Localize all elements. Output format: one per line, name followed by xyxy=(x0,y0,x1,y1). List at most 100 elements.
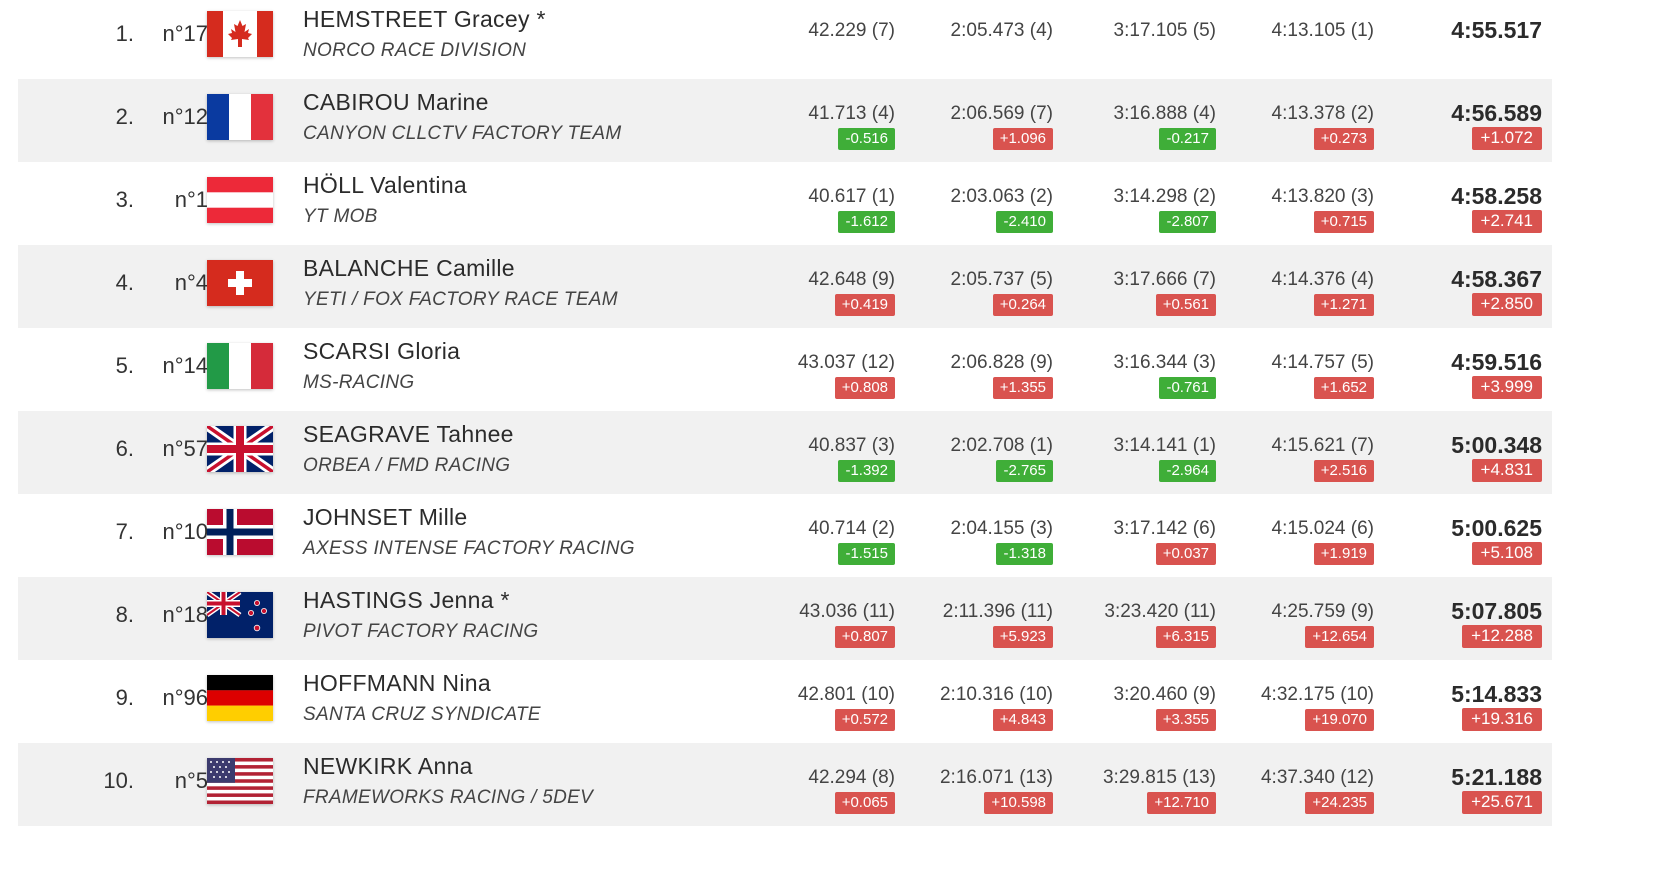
result-row[interactable]: 6. n°57 SEAGRAVE Tahnee ORBEA / FMD RACING 4… xyxy=(18,411,1552,494)
team-name: MS-RACING xyxy=(303,372,415,393)
final-time-cell: 4:58.367 +2.850 xyxy=(1378,245,1542,328)
rank-number: 10. xyxy=(103,768,134,793)
split-2-delta-badge: -2.410 xyxy=(996,211,1053,233)
split-3-cell: 3:14.141 (1) -2.964 xyxy=(1058,411,1216,494)
split-2-time: 2:04.155 (3) xyxy=(950,518,1053,539)
final-time: 4:58.258 xyxy=(1451,183,1542,209)
rank-number: 6. xyxy=(115,436,134,461)
split-3-time: 3:14.141 (1) xyxy=(1113,435,1216,456)
rank-number: 1. xyxy=(115,21,134,46)
split-3-delta-badge: +0.037 xyxy=(1155,543,1216,565)
split-1-cell: 40.714 (2) -1.515 xyxy=(718,494,895,577)
rider-name[interactable]: NEWKIRK Anna xyxy=(303,753,473,779)
team-name: YETI / FOX FACTORY RACE TEAM xyxy=(303,289,618,310)
split-3-delta-badge: +0.561 xyxy=(1155,294,1216,316)
split-1-time: 40.837 (3) xyxy=(808,435,895,456)
split-3-time: 3:23.420 (11) xyxy=(1104,601,1216,622)
final-gap-badge: +2.741 xyxy=(1471,210,1542,233)
split-2-delta-badge: +1.355 xyxy=(992,377,1053,399)
split-3-delta-badge: -2.964 xyxy=(1159,460,1216,482)
split-1-cell: 40.837 (3) -1.392 xyxy=(718,411,895,494)
bib-number: n°5 xyxy=(174,768,208,793)
result-row[interactable]: 4. n°4 BALANCHE Camille YETI / FOX FACTORY … xyxy=(18,245,1552,328)
rider-name[interactable]: SCARSI Gloria xyxy=(303,338,461,364)
split-4-cell: 4:15.621 (7) +2.516 xyxy=(1218,411,1374,494)
final-time: 5:21.188 xyxy=(1451,764,1542,790)
rider-name[interactable]: CABIROU Marine xyxy=(303,89,489,115)
final-time-cell: 5:21.188 +25.671 xyxy=(1378,743,1542,826)
split-4-time: 4:14.376 (4) xyxy=(1271,269,1374,290)
result-row[interactable]: 10. n°5 NEWKIRK Anna FRAMEWORKS RACING / 5D… xyxy=(18,743,1552,826)
switzerland-flag-icon xyxy=(207,260,273,306)
split-1-delta-badge: -0.516 xyxy=(838,128,895,150)
final-time-cell: 5:07.805 +12.288 xyxy=(1378,577,1542,660)
bib-number: n°10 xyxy=(162,519,208,544)
split-1-delta-badge: -1.392 xyxy=(838,460,895,482)
split-2-cell: 2:10.316 (10) +4.843 xyxy=(898,660,1053,743)
rider-name[interactable]: JOHNSET Mille xyxy=(303,504,468,530)
split-3-cell: 3:17.142 (6) +0.037 xyxy=(1058,494,1216,577)
result-row[interactable]: 9. n°96 HOFFMANN Nina SANTA CRUZ SYNDICATE 4… xyxy=(18,660,1552,743)
team-name: CANYON CLLCTV FACTORY TEAM xyxy=(303,123,622,144)
split-4-delta-badge: +19.070 xyxy=(1305,709,1374,731)
split-1-cell: 43.036 (11) +0.807 xyxy=(718,577,895,660)
bib-number: n°96 xyxy=(162,685,208,710)
final-time: 4:56.589 xyxy=(1451,100,1542,126)
rider-name[interactable]: HASTINGS Jenna * xyxy=(303,587,510,613)
split-4-time: 4:15.621 (7) xyxy=(1271,435,1374,456)
split-4-cell: 4:14.376 (4) +1.271 xyxy=(1218,245,1374,328)
bib-number: n°14 xyxy=(162,353,208,378)
final-gap-badge: +4.831 xyxy=(1471,459,1542,482)
rank-number: 8. xyxy=(115,602,134,627)
split-2-time: 2:05.737 (5) xyxy=(950,269,1053,290)
result-row[interactable]: 1. n°17 HEMSTREET Gracey * NORCO RACE DIVIS… xyxy=(18,0,1552,79)
final-time: 5:00.348 xyxy=(1451,432,1542,458)
split-4-cell: 4:13.378 (2) +0.273 xyxy=(1218,79,1374,162)
result-row[interactable]: 7. n°10 JOHNSET Mille AXESS INTENSE FACTORY… xyxy=(18,494,1552,577)
rider-name[interactable]: HEMSTREET Gracey * xyxy=(303,6,546,32)
uk-flag-icon xyxy=(207,426,273,472)
split-3-cell: 3:16.888 (4) -0.217 xyxy=(1058,79,1216,162)
split-1-time: 43.036 (11) xyxy=(799,601,895,622)
split-2-time: 2:16.071 (13) xyxy=(939,767,1053,788)
split-1-time: 43.037 (12) xyxy=(797,352,895,373)
result-row[interactable]: 8. n°18 HASTINGS Jenna * PIVOT FACTORY RACI… xyxy=(18,577,1552,660)
split-2-cell: 2:16.071 (13) +10.598 xyxy=(898,743,1053,826)
split-1-time: 42.294 (8) xyxy=(808,767,895,788)
france-flag-icon xyxy=(207,94,273,140)
rider-name[interactable]: BALANCHE Camille xyxy=(303,255,515,281)
result-row[interactable]: 2. n°12 CABIROU Marine CANYON CLLCTV FACTOR… xyxy=(18,79,1552,162)
split-1-time: 40.617 (1) xyxy=(808,186,895,207)
rider-name[interactable]: HOFFMANN Nina xyxy=(303,670,491,696)
final-time: 5:00.625 xyxy=(1451,515,1542,541)
result-row[interactable]: 3. n°1 HÖLL Valentina YT MOB 40.617 (1) -1.61… xyxy=(18,162,1552,245)
rider-name[interactable]: SEAGRAVE Tahnee xyxy=(303,421,514,447)
split-4-time: 4:32.175 (10) xyxy=(1260,684,1374,705)
final-gap-badge: +2.850 xyxy=(1471,293,1542,316)
result-row[interactable]: 5. n°14 SCARSI Gloria MS-RACING 43.037 (12) +… xyxy=(18,328,1552,411)
team-name: AXESS INTENSE FACTORY RACING xyxy=(303,538,635,559)
split-3-delta-badge: +12.710 xyxy=(1147,792,1216,814)
split-2-time: 2:11.396 (11) xyxy=(942,601,1053,622)
rider-name[interactable]: HÖLL Valentina xyxy=(303,172,468,198)
final-gap-badge: +19.316 xyxy=(1462,708,1542,731)
split-3-cell: 3:20.460 (9) +3.355 xyxy=(1058,660,1216,743)
team-name: YT MOB xyxy=(303,206,378,227)
rank-number: 3. xyxy=(115,187,134,212)
split-3-cell: 3:23.420 (11) +6.315 xyxy=(1058,577,1216,660)
final-time-cell: 4:55.517 xyxy=(1378,0,1542,79)
bib-number: n°12 xyxy=(162,104,208,129)
rank-number: 5. xyxy=(115,353,134,378)
split-4-delta-badge: +1.271 xyxy=(1313,294,1374,316)
split-2-delta-badge: +0.264 xyxy=(992,294,1053,316)
split-4-time: 4:15.024 (6) xyxy=(1271,518,1374,539)
usa-flag-icon xyxy=(207,758,273,804)
split-4-time: 4:25.759 (9) xyxy=(1271,601,1374,622)
split-4-time: 4:13.378 (2) xyxy=(1271,103,1374,124)
split-4-delta-badge: +2.516 xyxy=(1313,460,1374,482)
canada-flag-icon xyxy=(207,11,273,57)
final-gap-badge: +3.999 xyxy=(1471,376,1542,399)
split-1-cell: 42.294 (8) +0.065 xyxy=(718,743,895,826)
split-1-cell: 43.037 (12) +0.808 xyxy=(718,328,895,411)
split-3-cell: 3:17.666 (7) +0.561 xyxy=(1058,245,1216,328)
